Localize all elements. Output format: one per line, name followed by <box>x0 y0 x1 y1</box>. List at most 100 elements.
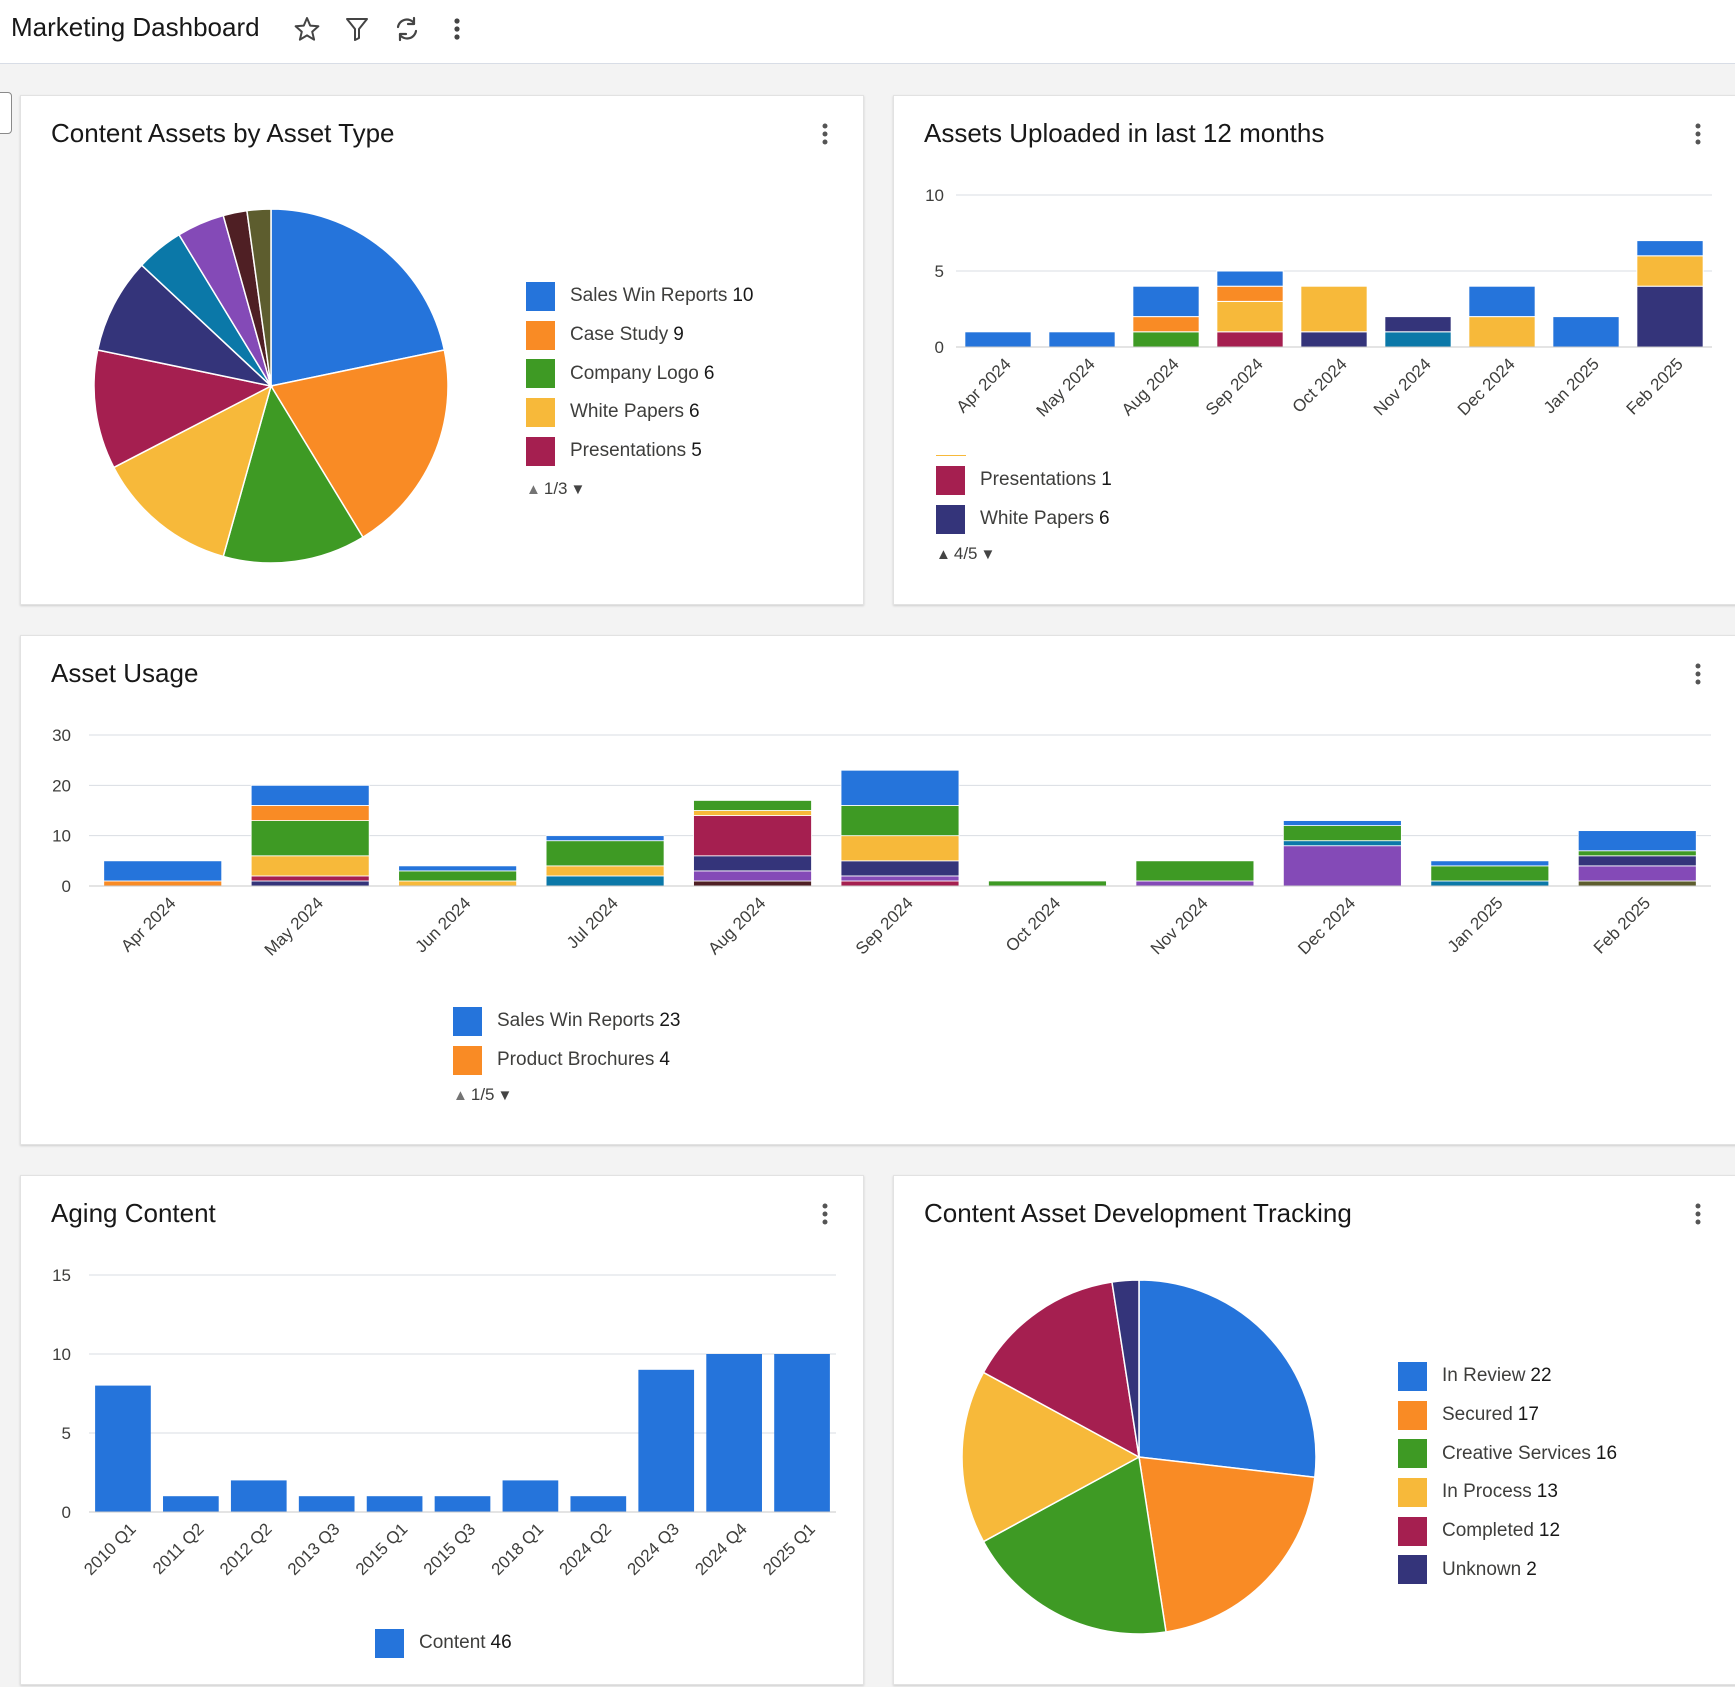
bar-segment[interactable] <box>1552 316 1620 348</box>
bar-segment[interactable] <box>1577 865 1697 882</box>
bar-segment[interactable] <box>693 880 812 887</box>
legend-item[interactable]: Product Brochures 4 <box>453 1041 680 1080</box>
pie-slice[interactable] <box>1111 1279 1140 1458</box>
bar-segment[interactable] <box>693 815 812 857</box>
side-panel-toggle[interactable] <box>0 92 12 134</box>
bar-segment[interactable] <box>1577 855 1697 867</box>
bar-segment[interactable] <box>545 840 665 867</box>
bar-segment[interactable] <box>706 1354 762 1512</box>
bar-segment[interactable] <box>1430 865 1550 882</box>
bar-segment[interactable] <box>1216 331 1284 348</box>
bar-segment[interactable] <box>1468 285 1536 318</box>
bar-segment[interactable] <box>545 875 665 887</box>
bar-segment[interactable] <box>1282 840 1402 847</box>
legend-item[interactable]: Creative Services 16 <box>1398 1434 1617 1473</box>
pie-slice[interactable] <box>270 208 446 387</box>
bar-segment[interactable] <box>250 855 370 877</box>
pie-slice[interactable] <box>1138 1456 1316 1633</box>
star-icon[interactable] <box>292 14 322 44</box>
pager-down-icon[interactable]: ▼ <box>980 545 996 563</box>
pie-slice[interactable] <box>246 208 272 387</box>
legend-item[interactable]: In Process 13 <box>1398 1473 1617 1512</box>
bar-segment[interactable] <box>693 870 812 882</box>
bar-segment[interactable] <box>103 880 223 887</box>
bar-segment[interactable] <box>1577 830 1697 852</box>
pie-slice[interactable] <box>93 349 274 469</box>
pie-slice[interactable] <box>112 384 273 558</box>
bar-segment[interactable] <box>1132 285 1200 318</box>
bar-segment[interactable] <box>693 800 812 811</box>
legend-item[interactable]: Company Logo 6 <box>526 354 753 393</box>
pager-up-icon[interactable]: ▲ <box>453 1086 468 1104</box>
pager-up-icon[interactable]: ▲ <box>526 480 541 498</box>
bar-segment[interactable] <box>840 875 960 882</box>
bar-segment[interactable] <box>1636 255 1704 287</box>
pie-slice[interactable] <box>982 1455 1167 1635</box>
bar-segment[interactable] <box>95 1385 151 1512</box>
bar-segment[interactable] <box>1384 316 1452 333</box>
bar-segment[interactable] <box>1135 860 1255 882</box>
bar-segment[interactable] <box>250 784 370 806</box>
bar-segment[interactable] <box>693 810 812 816</box>
bar-segment[interactable] <box>1300 285 1368 333</box>
legend-item[interactable]: Presentations 5 <box>526 432 753 471</box>
bar-segment[interactable] <box>1216 300 1284 333</box>
bar-segment[interactable] <box>1132 316 1200 333</box>
legend-item[interactable]: Unknown 2 <box>1398 1550 1617 1589</box>
bar-segment[interactable] <box>1216 270 1284 287</box>
legend-item[interactable]: Completed 12 <box>1398 1512 1617 1551</box>
legend-item[interactable]: In Review 22 <box>1398 1357 1617 1396</box>
card-menu-icon[interactable] <box>815 1200 835 1230</box>
bar-segment[interactable] <box>570 1496 627 1512</box>
bar-segment[interactable] <box>250 805 370 821</box>
bar-segment[interactable] <box>1216 285 1284 302</box>
bar-segment[interactable] <box>502 1480 559 1512</box>
bar-segment[interactable] <box>1300 331 1368 348</box>
pie-slice[interactable] <box>96 264 274 388</box>
bar-segment[interactable] <box>250 880 370 887</box>
legend-item[interactable]: Presentations 1 <box>936 461 1112 500</box>
bar-segment[interactable] <box>1282 820 1402 827</box>
bar-segment[interactable] <box>1132 331 1200 348</box>
legend-item[interactable]: Sales Win Reports 23 <box>453 1002 680 1041</box>
bar-segment[interactable] <box>1430 860 1550 867</box>
bar-segment[interactable] <box>1468 316 1536 348</box>
bar-segment[interactable] <box>774 1354 830 1512</box>
bar-segment[interactable] <box>1636 240 1704 257</box>
bar-segment[interactable] <box>250 820 370 857</box>
bar-segment[interactable] <box>545 865 665 877</box>
bar-segment[interactable] <box>988 880 1107 887</box>
bar-segment[interactable] <box>545 835 665 842</box>
bar-segment[interactable] <box>250 875 370 882</box>
pie-slice[interactable] <box>982 1281 1140 1459</box>
filter-icon[interactable] <box>342 14 372 44</box>
bar-segment[interactable] <box>1135 880 1255 887</box>
pie-slice[interactable] <box>961 1371 1141 1543</box>
bar-segment[interactable] <box>398 865 518 872</box>
bar-segment[interactable] <box>840 835 960 862</box>
pager-down-icon[interactable]: ▼ <box>570 480 586 498</box>
pie-slice[interactable] <box>269 349 449 539</box>
bar-segment[interactable] <box>840 805 960 837</box>
pager-up-icon[interactable]: ▲ <box>936 545 951 563</box>
bar-segment[interactable] <box>840 860 960 877</box>
bar-segment[interactable] <box>1636 285 1704 348</box>
bar-segment[interactable] <box>964 331 1032 348</box>
bar-segment[interactable] <box>103 860 223 882</box>
bar-segment[interactable] <box>1282 845 1402 887</box>
pie-slice[interactable] <box>1138 1279 1317 1479</box>
refresh-icon[interactable] <box>392 14 422 44</box>
bar-segment[interactable] <box>398 870 518 882</box>
bar-segment[interactable] <box>1577 880 1697 887</box>
bar-segment[interactable] <box>398 880 518 887</box>
card-menu-icon[interactable] <box>1688 660 1708 690</box>
legend-item[interactable]: White Papers 6 <box>526 393 753 432</box>
legend-item[interactable]: Content 46 <box>375 1624 512 1663</box>
card-menu-icon[interactable] <box>1688 1200 1708 1230</box>
bar-segment[interactable] <box>1048 331 1116 348</box>
bar-segment[interactable] <box>1430 880 1550 887</box>
card-menu-icon[interactable] <box>815 120 835 150</box>
bar-segment[interactable] <box>693 855 812 872</box>
more-vertical-icon[interactable] <box>442 14 472 44</box>
bar-segment[interactable] <box>298 1496 355 1512</box>
